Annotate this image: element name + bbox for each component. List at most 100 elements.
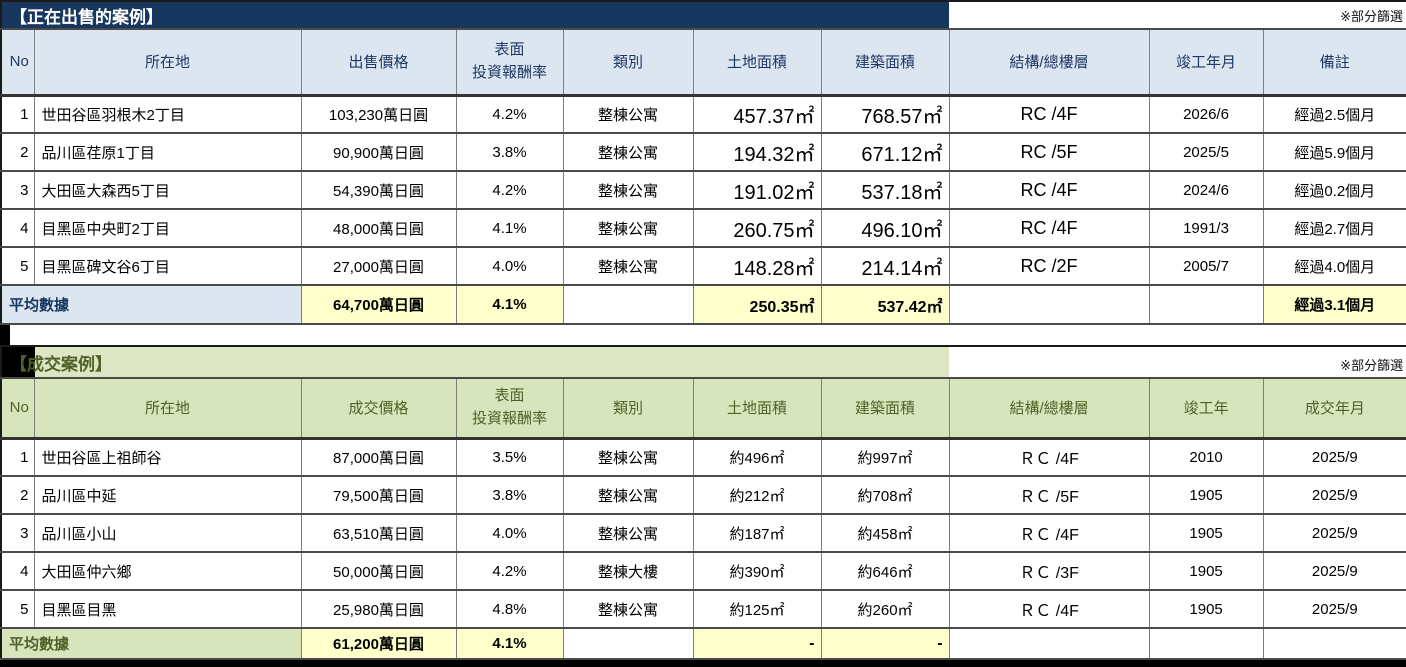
closed-deal-row: 5 目黑區目黑 25,980萬日圓 4.8% 整棟公寓 約125㎡ 約260㎡ … <box>0 589 1406 629</box>
cell-no: 5 <box>0 589 35 629</box>
for-sale-header-row: No 所在地 出售價格 表面 投資報酬率 類別 土地面積 建築面積 結構/總樓層… <box>0 28 1406 97</box>
cell-remarks: 經過4.0個月 <box>1262 246 1406 286</box>
cell-category: 整棟公寓 <box>562 475 694 515</box>
cell-structure: RC /4F <box>948 94 1150 134</box>
header-location: 所在地 <box>33 28 302 97</box>
black-cell-artifact <box>2 347 35 377</box>
cell-building-area: 約646㎡ <box>820 551 950 591</box>
for-sale-row: 4 目黑區中央町2丁目 48,000萬日圓 4.1% 整棟公寓 260.75㎡ … <box>0 208 1406 248</box>
closed-deal-row: 4 大田區仲六鄉 50,000萬日圓 4.2% 整棟大樓 約390㎡ 約646㎡… <box>0 551 1406 591</box>
title-spacer <box>949 346 1264 378</box>
cell-completion-year: 1905 <box>1148 475 1264 515</box>
cell-no: 4 <box>0 208 35 248</box>
cell-land-area: 194.32㎡ <box>692 132 822 172</box>
cell-yield: 4.2% <box>455 94 564 134</box>
closed-deals-title: 【成交案例】 <box>1 346 950 378</box>
cell-completion: 2024/6 <box>1148 170 1264 210</box>
closed-deal-row: 1 世田谷區上祖師谷 87,000萬日圓 3.5% 整棟公寓 約496㎡ 約99… <box>0 437 1406 477</box>
for-sale-row: 5 目黑區碑文谷6丁目 27,000萬日圓 4.0% 整棟公寓 148.28㎡ … <box>0 246 1406 286</box>
cell-no: 2 <box>0 132 35 172</box>
header-deal-price: 成交價格 <box>300 377 457 440</box>
cell-yield: 4.0% <box>455 246 564 286</box>
header-remarks: 備註 <box>1262 28 1406 97</box>
average-completion-empty <box>1148 284 1264 325</box>
cell-deal-price: 63,510萬日圓 <box>300 513 457 553</box>
cell-yield: 4.1% <box>455 208 564 248</box>
cell-location: 品川區中延 <box>33 475 302 515</box>
cell-land-area: 約390㎡ <box>692 551 822 591</box>
cell-building-area: 約997㎡ <box>820 437 950 477</box>
average-deal-price: 61,200萬日圓 <box>300 627 457 660</box>
cell-category: 整棟公寓 <box>562 513 694 553</box>
header-structure-floors: 結構/總樓層 <box>948 28 1150 97</box>
cell-category: 整棟公寓 <box>562 246 694 286</box>
cell-category: 整棟公寓 <box>562 94 694 134</box>
cell-building-area: 約458㎡ <box>820 513 950 553</box>
average-category-empty <box>562 284 694 325</box>
black-border-artifact <box>0 325 10 345</box>
cell-structure: RC /4F <box>948 170 1150 210</box>
section-gap <box>0 325 1406 345</box>
cell-land-area: 約125㎡ <box>692 589 822 629</box>
cell-structure: RC /2F <box>948 246 1150 286</box>
header-completion-year: 竣工年 <box>1148 377 1264 440</box>
closed-deals-table: 【成交案例】 ※部分篩選 No 所在地 成交價格 表面 投資報酬率 類別 土地面… <box>0 345 1406 660</box>
cell-deal-price: 87,000萬日圓 <box>300 437 457 477</box>
cell-structure: RC /4F <box>948 208 1150 248</box>
average-remarks: 經過3.1個月 <box>1262 284 1406 325</box>
for-sale-row: 2 品川區荏原1丁目 90,900萬日圓 3.8% 整棟公寓 194.32㎡ 6… <box>0 132 1406 172</box>
cell-deal-price: 79,500萬日圓 <box>300 475 457 515</box>
header-category: 類別 <box>562 377 694 440</box>
cell-no: 1 <box>0 94 35 134</box>
average-completion-empty <box>1148 627 1264 660</box>
cell-deal-date: 2025/9 <box>1262 513 1406 553</box>
cell-location: 世田谷區羽根木2丁目 <box>33 94 302 134</box>
cell-building-area: 537.18㎡ <box>820 170 950 210</box>
cell-structure: ＲＣ /3F <box>948 551 1150 591</box>
cell-completion-year: 1905 <box>1148 589 1264 629</box>
header-category: 類別 <box>562 28 694 97</box>
cell-no: 2 <box>0 475 35 515</box>
average-yield: 4.1% <box>455 627 564 660</box>
cell-location: 世田谷區上祖師谷 <box>33 437 302 477</box>
cell-category: 整棟大樓 <box>562 551 694 591</box>
header-surface-yield: 表面 投資報酬率 <box>455 377 564 440</box>
cell-yield: 4.8% <box>455 589 564 629</box>
cell-structure: RC /5F <box>948 132 1150 172</box>
for-sale-row: 1 世田谷區羽根木2丁目 103,230萬日圓 4.2% 整棟公寓 457.37… <box>0 94 1406 134</box>
cell-yield: 4.2% <box>455 170 564 210</box>
cell-location: 目黑區目黑 <box>33 589 302 629</box>
cell-building-area: 671.12㎡ <box>820 132 950 172</box>
average-label: 平均數據 <box>0 627 302 660</box>
cell-structure: ＲＣ /4F <box>948 437 1150 477</box>
cell-completion: 2025/5 <box>1148 132 1264 172</box>
cell-yield: 4.2% <box>455 551 564 591</box>
cell-completion-year: 1905 <box>1148 551 1264 591</box>
header-land-area: 土地面積 <box>692 377 822 440</box>
cell-deal-date: 2025/9 <box>1262 437 1406 477</box>
title-spacer <box>949 1 1264 29</box>
cell-land-area: 457.37㎡ <box>692 94 822 134</box>
cell-completion-year: 2010 <box>1148 437 1264 477</box>
cell-land-area: 約212㎡ <box>692 475 822 515</box>
average-sale-price: 64,700萬日圓 <box>300 284 457 325</box>
cell-land-area: 191.02㎡ <box>692 170 822 210</box>
cell-location: 品川區荏原1丁目 <box>33 132 302 172</box>
cell-category: 整棟公寓 <box>562 170 694 210</box>
cell-sale-price: 90,900萬日圓 <box>300 132 457 172</box>
closed-deal-row: 2 品川區中延 79,500萬日圓 3.8% 整棟公寓 約212㎡ 約708㎡ … <box>0 475 1406 515</box>
cell-sale-price: 54,390萬日圓 <box>300 170 457 210</box>
cell-location: 大田區仲六鄉 <box>33 551 302 591</box>
for-sale-average-row: 平均數據 64,700萬日圓 4.1% 250.35㎡ 537.42㎡ 經過3.… <box>0 284 1406 325</box>
cell-structure: ＲＣ /4F <box>948 513 1150 553</box>
cell-land-area: 約496㎡ <box>692 437 822 477</box>
filter-note-2: ※部分篩選 <box>1263 346 1406 378</box>
cell-yield: 3.8% <box>455 475 564 515</box>
header-deal-date: 成交年月 <box>1262 377 1406 440</box>
cell-sale-price: 103,230萬日圓 <box>300 94 457 134</box>
average-yield: 4.1% <box>455 284 564 325</box>
cell-no: 3 <box>0 170 35 210</box>
cell-deal-price: 50,000萬日圓 <box>300 551 457 591</box>
header-location: 所在地 <box>33 377 302 440</box>
